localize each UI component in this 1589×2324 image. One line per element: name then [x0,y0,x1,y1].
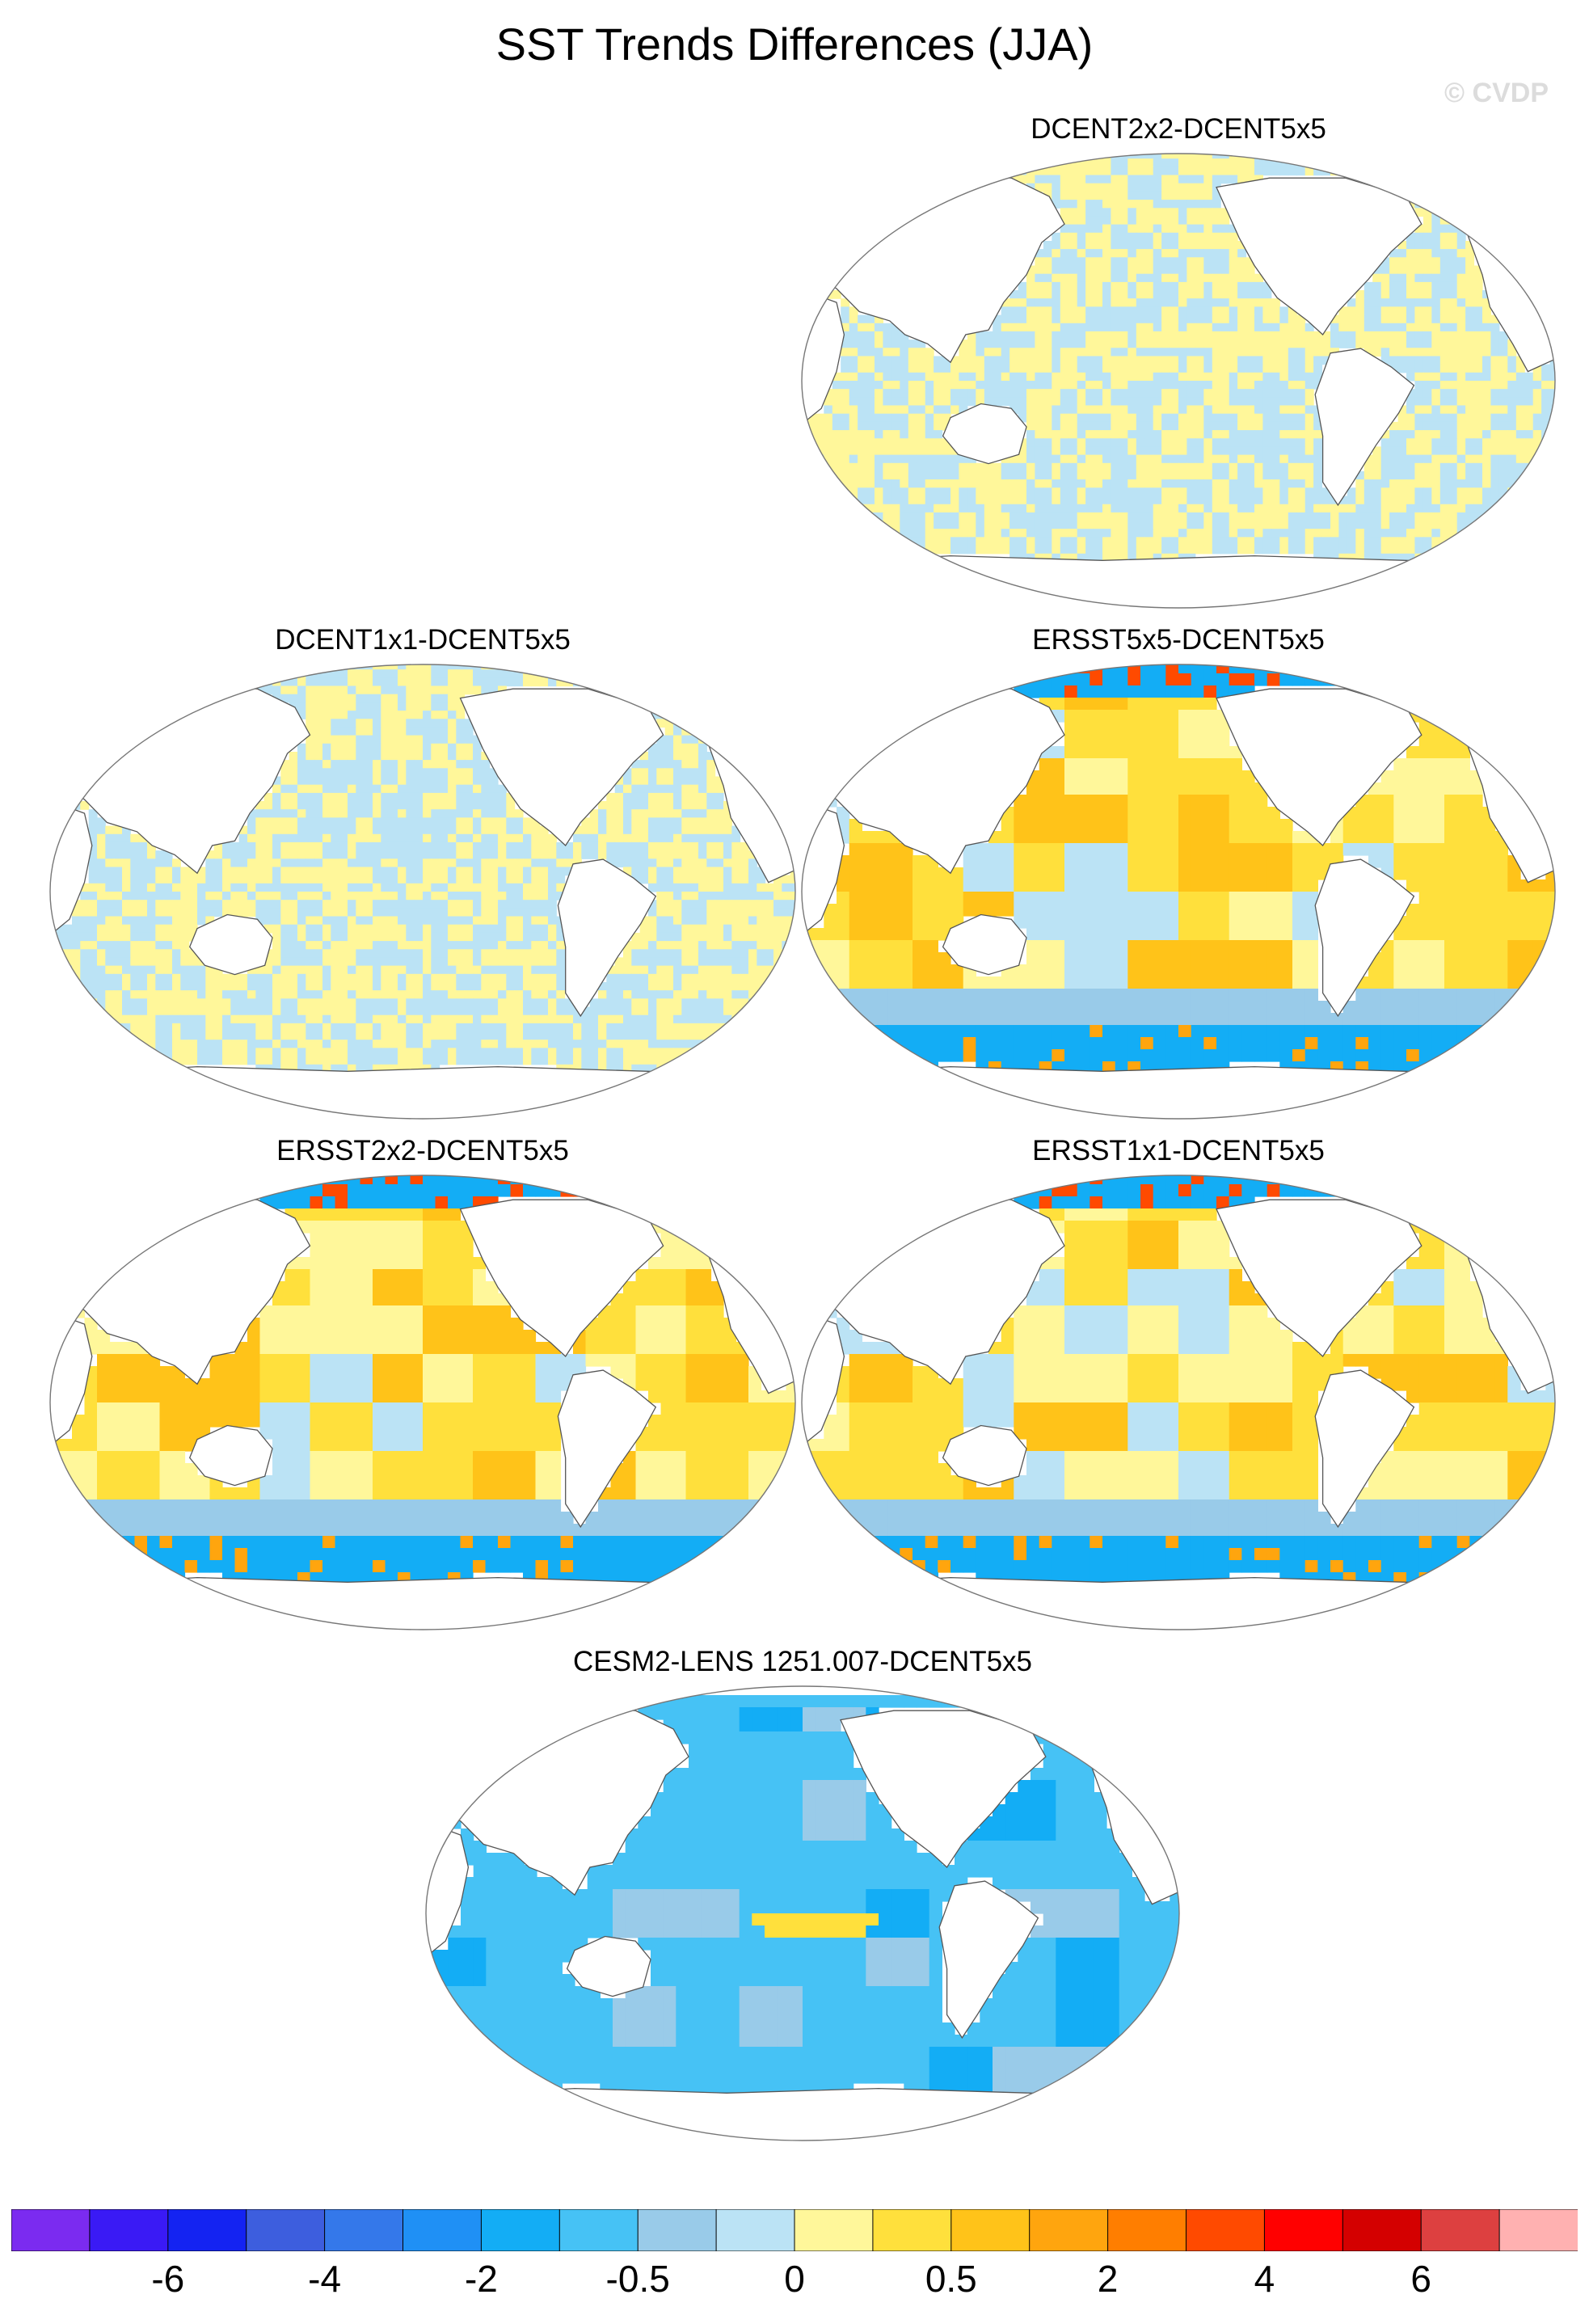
colorbar-tick-label: -0.5 [605,2258,670,2300]
colorbar-swatch [167,2209,247,2251]
map-border [801,1175,1556,1630]
colorbar-tick-label: 4 [1254,2258,1275,2300]
colorbar-swatch [1498,2209,1578,2251]
colorbar-swatch [1186,2209,1266,2251]
colorbar-swatch [794,2209,874,2251]
colorbar-swatch [872,2209,952,2251]
map-dcent2x2 [801,153,1556,609]
coastlines [426,1696,1179,2141]
colorbar-swatch [1107,2209,1187,2251]
panel-label: DCENT2x2-DCENT5x5 [1031,113,1326,145]
colorbar-tick-label: -2 [464,2258,498,2300]
map-panel-dcent1x1: DCENT1x1-DCENT5x5 [47,624,799,1125]
map-panel-ersst2x2: ERSST2x2-DCENT5x5 [47,1135,799,1636]
cvdp-watermark: © CVDP [1444,78,1549,108]
colorbar-tick-label: -6 [151,2258,185,2300]
map-panel-cesm2-lens: CESM2-LENS 1251.007-DCENT5x5 [423,1646,1182,2147]
ocean-field [50,1175,795,1585]
map-border [801,153,1556,609]
ocean-field [802,664,1555,1074]
map-panel-dcent2x2: DCENT2x2-DCENT5x5 [799,113,1558,614]
map-border [49,664,796,1120]
colorbar-tick-label: 2 [1097,2258,1119,2300]
map-cesm2-lens [425,1685,1180,2141]
map-ersst5x5 [801,664,1556,1120]
colorbar-swatch [246,2209,326,2251]
figure-title: SST Trends Differences (JJA) [495,19,1094,70]
panel-label: ERSST5x5-DCENT5x5 [1032,624,1325,656]
map-border [425,1685,1180,2141]
map-dcent1x1 [49,664,796,1120]
panel-label: CESM2-LENS 1251.007-DCENT5x5 [572,1646,1032,1677]
ocean-field [802,1175,1555,1585]
colorbar-labels: -6 -4 -2 -0.5 0 0.5 2 4 6 [11,2257,1578,2305]
colorbar-swatch [1029,2209,1109,2251]
ocean-field [802,154,1555,563]
colorbar-swatch [558,2209,639,2251]
colorbar-swatch [89,2209,169,2251]
map-border [801,664,1556,1120]
map-ersst1x1 [801,1175,1556,1630]
colorbar-tick-label: -4 [308,2258,342,2300]
colorbar-swatch [11,2209,91,2251]
colorbar-swatch [480,2209,561,2251]
map-panel-ersst1x1: ERSST1x1-DCENT5x5 [799,1135,1558,1636]
colorbar-swatch [1342,2209,1423,2251]
colorbar-swatch [950,2209,1031,2251]
colorbar-tick-label: 0 [784,2258,805,2300]
map-ersst2x2 [49,1175,796,1630]
colorbar-swatch [403,2209,483,2251]
colorbar-swatch [324,2209,404,2251]
map-border [49,1175,796,1630]
panel-label: DCENT1x1-DCENT5x5 [275,624,571,656]
colorbar-swatch [1263,2209,1344,2251]
colorbar-tick-label: 0.5 [925,2258,977,2300]
colorbar [11,2209,1578,2251]
map-panel-ersst5x5: ERSST5x5-DCENT5x5 [799,624,1558,1125]
panel-label: ERSST2x2-DCENT5x5 [276,1135,569,1166]
colorbar-tick-label: 6 [1410,2258,1431,2300]
panel-label: ERSST1x1-DCENT5x5 [1032,1135,1325,1166]
colorbar-swatch [637,2209,718,2251]
colorbar-swatch [715,2209,795,2251]
colorbar-swatch [1420,2209,1501,2251]
ocean-field [50,664,795,1073]
